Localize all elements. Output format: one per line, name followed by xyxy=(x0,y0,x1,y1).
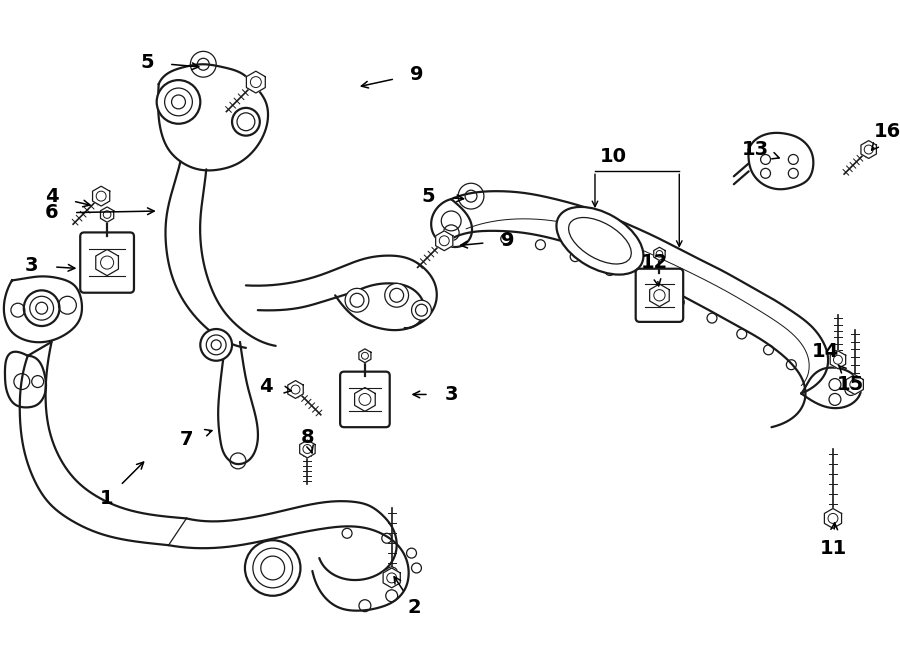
Polygon shape xyxy=(861,141,877,159)
Polygon shape xyxy=(359,349,371,363)
Polygon shape xyxy=(830,351,846,369)
Ellipse shape xyxy=(556,207,644,274)
FancyBboxPatch shape xyxy=(340,371,390,427)
Text: 9: 9 xyxy=(501,231,515,251)
Polygon shape xyxy=(101,207,113,222)
Polygon shape xyxy=(288,381,303,399)
Polygon shape xyxy=(355,387,375,411)
Circle shape xyxy=(385,284,409,307)
Text: 12: 12 xyxy=(641,253,668,272)
Polygon shape xyxy=(93,186,110,206)
Text: 9: 9 xyxy=(410,65,423,84)
Text: 4: 4 xyxy=(45,186,58,206)
FancyBboxPatch shape xyxy=(80,233,134,293)
Circle shape xyxy=(157,80,201,124)
Polygon shape xyxy=(247,71,266,93)
Polygon shape xyxy=(824,508,842,528)
Polygon shape xyxy=(653,247,665,260)
Text: 11: 11 xyxy=(819,539,847,558)
Circle shape xyxy=(201,329,232,361)
Circle shape xyxy=(232,108,260,136)
Polygon shape xyxy=(436,231,453,251)
Circle shape xyxy=(345,288,369,312)
Text: 5: 5 xyxy=(140,53,154,72)
Text: 2: 2 xyxy=(408,598,421,617)
Text: 3: 3 xyxy=(25,256,39,275)
Text: 5: 5 xyxy=(421,186,436,206)
FancyBboxPatch shape xyxy=(635,269,683,322)
Text: 1: 1 xyxy=(100,489,114,508)
Text: 3: 3 xyxy=(445,385,458,404)
Text: 16: 16 xyxy=(874,122,900,141)
Text: 7: 7 xyxy=(180,430,194,449)
Polygon shape xyxy=(300,440,315,458)
Polygon shape xyxy=(650,284,670,307)
Circle shape xyxy=(23,290,59,326)
Text: 14: 14 xyxy=(812,342,839,362)
Polygon shape xyxy=(383,568,400,588)
Text: 8: 8 xyxy=(301,428,314,447)
Polygon shape xyxy=(846,375,863,395)
Circle shape xyxy=(245,540,301,596)
Polygon shape xyxy=(95,249,119,276)
Text: 6: 6 xyxy=(45,204,58,223)
Circle shape xyxy=(411,300,431,320)
Text: 13: 13 xyxy=(742,140,770,159)
Circle shape xyxy=(441,211,461,231)
Text: 10: 10 xyxy=(599,147,626,166)
Text: 15: 15 xyxy=(837,375,865,394)
Text: 4: 4 xyxy=(259,377,273,396)
